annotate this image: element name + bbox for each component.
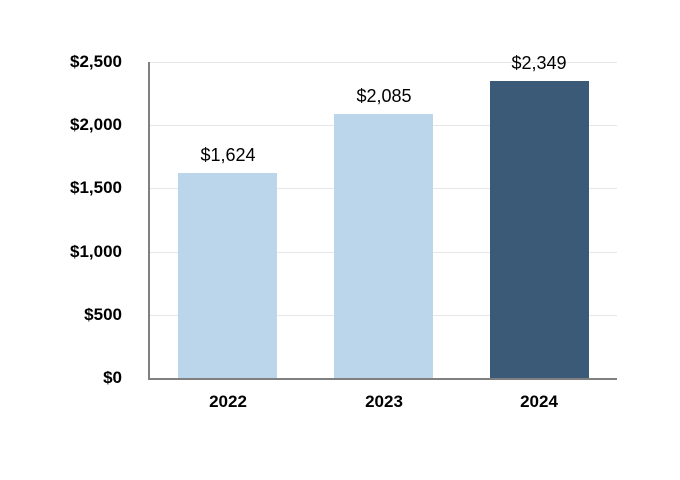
bar-value-label: $2,085 bbox=[356, 86, 412, 106]
x-axis-category-label: 2023 bbox=[365, 392, 403, 411]
bar-2024 bbox=[490, 81, 589, 378]
y-axis-tick-label: $500 bbox=[84, 305, 122, 324]
x-axis-category-label: 2024 bbox=[520, 392, 558, 411]
bar-value-label: $2,349 bbox=[511, 53, 567, 73]
x-axis-category-label: 2022 bbox=[209, 392, 247, 411]
bar-value-label: $1,624 bbox=[200, 145, 256, 165]
bar-2023 bbox=[334, 114, 433, 378]
bar-2022 bbox=[178, 173, 277, 378]
y-axis-tick-label: $2,000 bbox=[70, 115, 122, 134]
y-axis-tick-label: $2,500 bbox=[70, 52, 122, 71]
y-axis-tick-label: $1,500 bbox=[70, 178, 122, 197]
y-axis-tick-label: $1,000 bbox=[70, 242, 122, 261]
gridline bbox=[150, 62, 617, 63]
y-axis-tick-label: $0 bbox=[103, 368, 122, 387]
y-axis-line bbox=[148, 62, 150, 380]
x-axis-line bbox=[148, 378, 617, 380]
